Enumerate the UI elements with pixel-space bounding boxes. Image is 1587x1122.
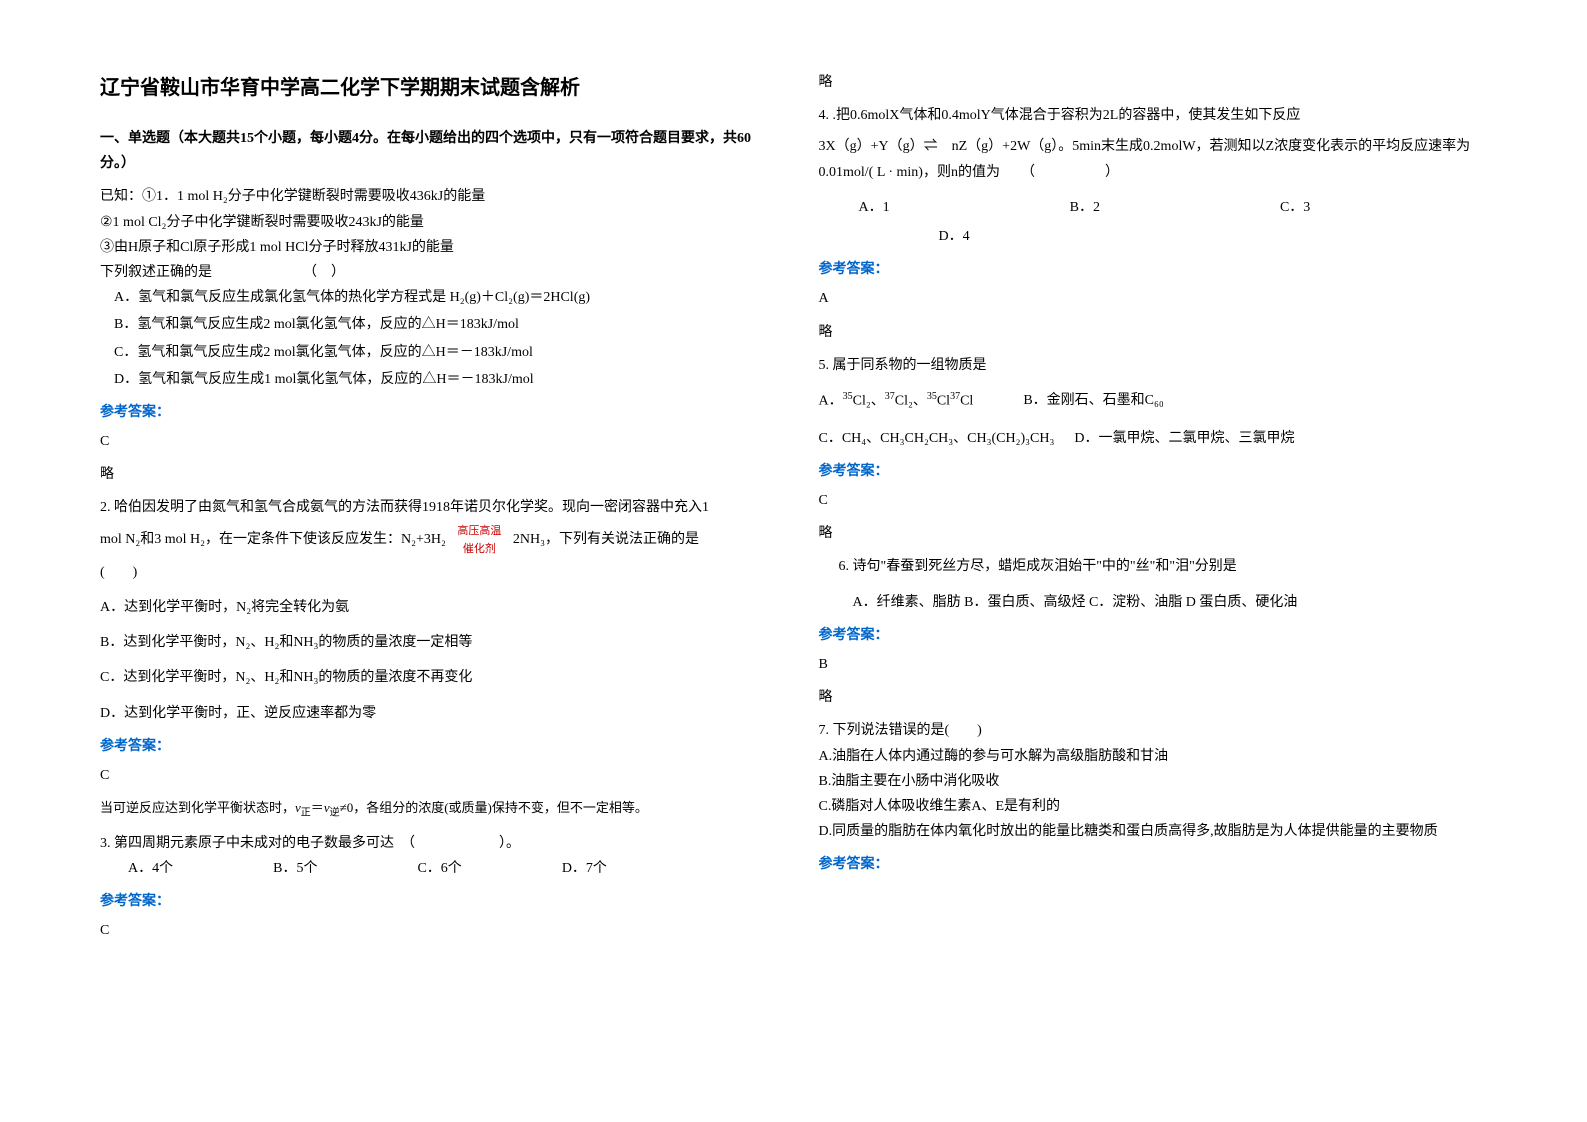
q2-option: C．达到化学平衡时，N₂、H₂和NH₃的物质的量浓度不再变化 xyxy=(100,665,769,690)
q3-text: 3. 第四周期元素原子中未成对的电子数最多可达 （ ）。 xyxy=(100,831,769,856)
q4-text: 4. .把0.6molX气体和0.4molY气体混合于容积为2L的容器中，使其发… xyxy=(819,103,1488,128)
question-5: 5. 属于同系物的一组物质是 A．35Cl₂、37Cl₂、35Cl37Cl B．… xyxy=(819,353,1488,451)
question-1: 已知：①1．1 mol H₂分子中化学键断裂时需要吸收436kJ的能量 ②1 m… xyxy=(100,184,769,392)
q4-option: D．4 xyxy=(939,224,1488,249)
answer-label: 参考答案： xyxy=(819,257,1488,282)
reaction-condition-top: 高压高温 xyxy=(449,525,509,537)
q6-text: 6. 诗句"春蚕到死丝方尽，蜡炬成灰泪始干"中的"丝"和"泪"分别是 xyxy=(839,554,1488,579)
document-title: 辽宁省鞍山市华育中学高二化学下学期期末试题含解析 xyxy=(100,70,769,106)
q2-text-part: 2NH₃，下列有关说法正确的是 xyxy=(513,532,699,547)
q5-brief: 略 xyxy=(819,521,1488,546)
q1-option: D．氢气和氯气反应生成1 mol氯化氢气体，反应的△H＝－183kJ/mol xyxy=(114,367,769,392)
q5-text: 5. 属于同系物的一组物质是 xyxy=(819,353,1488,378)
question-3: 3. 第四周期元素原子中未成对的电子数最多可达 （ ）。 A．4个 B．5个 C… xyxy=(100,831,769,881)
q5-row: A．35Cl₂、37Cl₂、35Cl37Cl B．金刚石、石墨和C₆₀ xyxy=(819,388,1488,414)
q4-option: C．3 xyxy=(1280,195,1310,220)
q3-option: D．7个 xyxy=(562,856,607,881)
q5-answer: C xyxy=(819,488,1488,513)
q2-answer: C xyxy=(100,763,769,788)
q5-row: C．CH₄、CH₃CH₂CH₃、CH₃(CH₂)₃CH₃ D．一氯甲烷、二氯甲烷… xyxy=(819,426,1488,451)
q4-option: B．2 xyxy=(1070,195,1100,220)
answer-label: 参考答案： xyxy=(819,852,1488,877)
q2-option: D．达到化学平衡时，正、逆反应速率都为零 xyxy=(100,701,769,726)
reaction-condition-bottom: 催化剂 xyxy=(449,543,509,555)
q4-brief: 略 xyxy=(819,320,1488,345)
answer-label: 参考答案： xyxy=(819,623,1488,648)
q2-equation-line: mol N₂和3 mol H₂，在一定条件下使该反应发生：N₂+3H₂ 高压高温… xyxy=(100,527,769,552)
question-6: 6. 诗句"春蚕到死丝方尽，蜡炬成灰泪始干"中的"丝"和"泪"分别是 A．纤维素… xyxy=(839,554,1488,614)
q2-option: A．达到化学平衡时，N₂将完全转化为氨 xyxy=(100,595,769,620)
question-7: 7. 下列说法错误的是( ) A.油脂在人体内通过酶的参与可水解为高级脂肪酸和甘… xyxy=(819,718,1488,844)
q2-text: 2. 哈伯因发明了由氮气和氢气合成氨气的方法而获得1918年诺贝尔化学奖。现向一… xyxy=(100,495,769,520)
question-4: 4. .把0.6molX气体和0.4molY气体混合于容积为2L的容器中，使其发… xyxy=(819,103,1488,249)
q3-option: B．5个 xyxy=(273,856,317,881)
q2-blank: ( ) xyxy=(100,560,769,585)
q7-text: 7. 下列说法错误的是( ) xyxy=(819,718,1488,743)
q2-option: B．达到化学平衡时，N₂、H₂和NH₃的物质的量浓度一定相等 xyxy=(100,630,769,655)
q7-option: A.油脂在人体内通过酶的参与可水解为高级脂肪酸和甘油 xyxy=(819,744,1488,769)
q3-answer: C xyxy=(100,918,769,943)
answer-label: 参考答案： xyxy=(100,889,769,914)
answer-label: 参考答案： xyxy=(819,459,1488,484)
q4-option: A．1 xyxy=(859,195,890,220)
q2-text-part: mol N₂和3 mol H₂，在一定条件下使该反应发生：N₂+3H₂ xyxy=(100,532,446,547)
q5-option: D．一氯甲烷、二氯甲烷、三氯甲烷 xyxy=(1074,426,1294,451)
brief-text: 略 xyxy=(819,70,1488,95)
q5-option: B．金刚石、石墨和C₆₀ xyxy=(1023,388,1163,414)
q1-answer: C xyxy=(100,429,769,454)
left-column: 辽宁省鞍山市华育中学高二化学下学期期末试题含解析 一、单选题（本大题共15个小题… xyxy=(100,70,769,1052)
q6-brief: 略 xyxy=(819,685,1488,710)
q7-option: D.同质量的脂肪在体内氧化时放出的能量比糖类和蛋白质高得多,故脂肪是为人体提供能… xyxy=(819,819,1488,844)
q1-line: 下列叙述正确的是 （ ） xyxy=(100,260,769,285)
q7-option: C.磷脂对人体吸收维生素A、E是有利的 xyxy=(819,794,1488,819)
q3-option: A．4个 xyxy=(128,856,173,881)
q1-line: ②1 mol Cl₂分子中化学键断裂时需要吸收243kJ的能量 xyxy=(100,210,769,235)
answer-label: 参考答案： xyxy=(100,734,769,759)
q1-option: C．氢气和氯气反应生成2 mol氯化氢气体，反应的△H＝－183kJ/mol xyxy=(114,340,769,365)
q1-line: ③由H原子和Cl原子形成1 mol HCl分子时释放431kJ的能量 xyxy=(100,235,769,260)
right-column: 略 4. .把0.6molX气体和0.4molY气体混合于容积为2L的容器中，使… xyxy=(819,70,1488,1052)
q1-line: 已知：①1．1 mol H₂分子中化学键断裂时需要吸收436kJ的能量 xyxy=(100,184,769,209)
q5-option: A．35Cl₂、37Cl₂、35Cl37Cl xyxy=(819,388,974,414)
q3-option: C．6个 xyxy=(417,856,461,881)
q5-option: C．CH₄、CH₃CH₂CH₃、CH₃(CH₂)₃CH₃ xyxy=(819,426,1055,451)
q1-option: B．氢气和氯气反应生成2 mol氯化氢气体，反应的△H＝183kJ/mol xyxy=(114,312,769,337)
q4-answer: A xyxy=(819,286,1488,311)
q4-text: 3X（g）+Y（g）⇌ nZ（g）+2W（g）。5min末生成0.2molW，若… xyxy=(819,134,1488,184)
q3-options: A．4个 B．5个 C．6个 D．7个 xyxy=(128,856,769,881)
question-2: 2. 哈伯因发明了由氮气和氢气合成氨气的方法而获得1918年诺贝尔化学奖。现向一… xyxy=(100,495,769,725)
q4-options-row: A．1 B．2 C．3 xyxy=(859,195,1488,220)
q1-brief: 略 xyxy=(100,462,769,487)
q1-option: A．氢气和氯气反应生成氯化氢气体的热化学方程式是 H₂(g)＋Cl₂(g)＝2H… xyxy=(114,285,769,310)
q6-options: A．纤维素、脂肪 B．蛋白质、高级烃 C．淀粉、油脂 D 蛋白质、硬化油 xyxy=(853,590,1488,615)
section-header: 一、单选题（本大题共15个小题，每小题4分。在每小题给出的四个选项中，只有一项符… xyxy=(100,126,769,176)
q7-option: B.油脂主要在小肠中消化吸收 xyxy=(819,769,1488,794)
q6-answer: B xyxy=(819,652,1488,677)
answer-label: 参考答案： xyxy=(100,400,769,425)
q2-explain: 当可逆反应达到化学平衡状态时，v正＝v逆≠0，各组分的浓度(或质量)保持不变，但… xyxy=(100,796,769,823)
